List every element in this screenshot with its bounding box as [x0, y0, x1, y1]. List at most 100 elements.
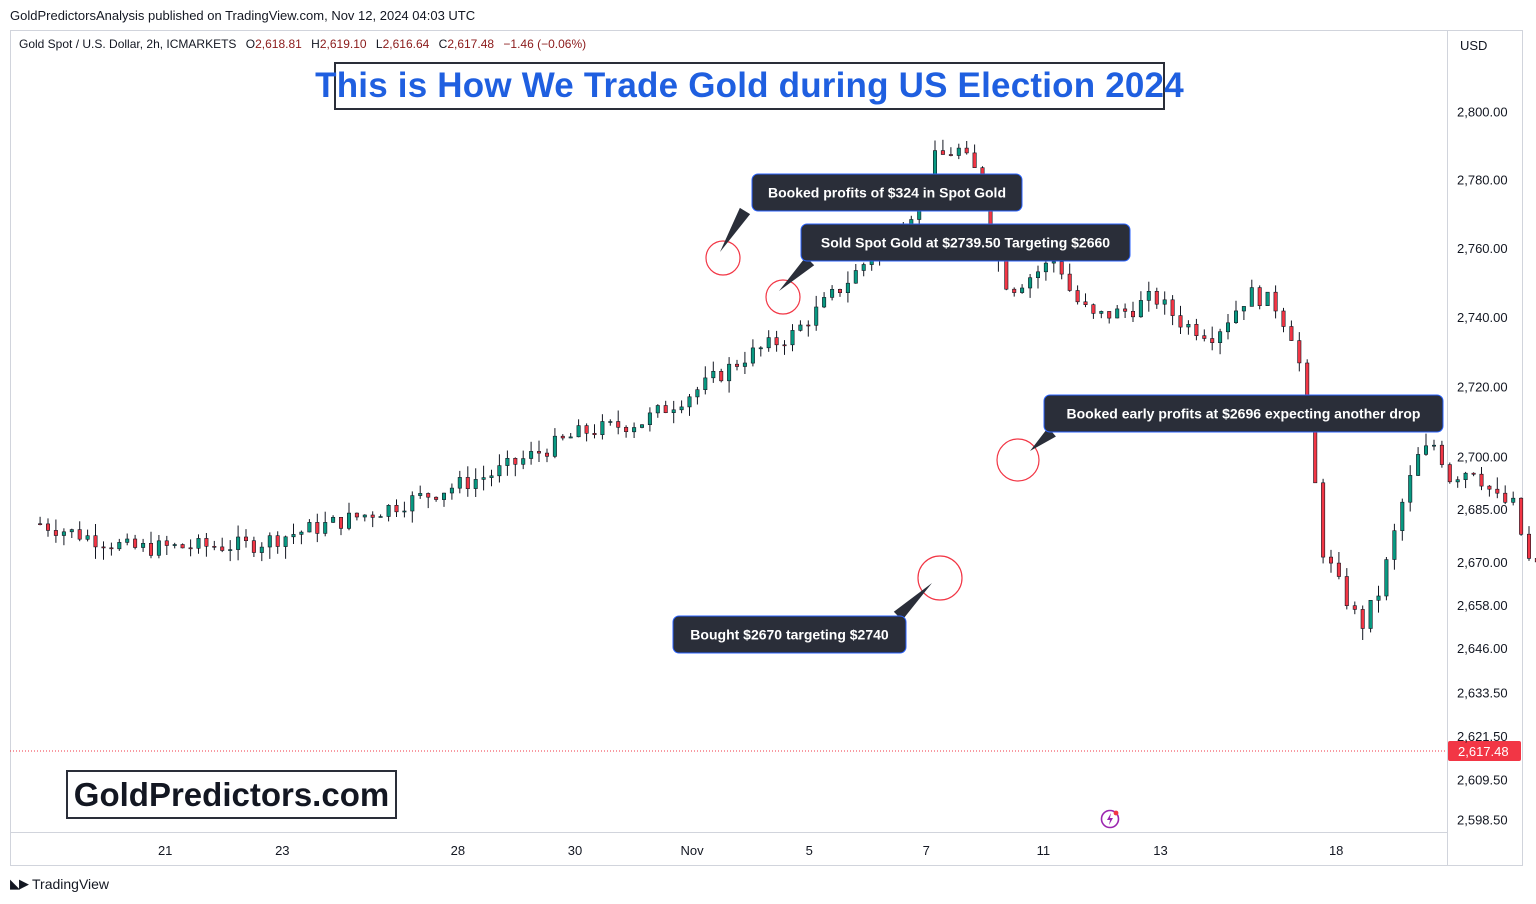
candle-body: [1012, 288, 1017, 293]
candle-body: [354, 512, 359, 518]
candle-body: [1408, 475, 1413, 503]
time-tick-label: 11: [1037, 843, 1051, 858]
candle-body: [497, 465, 502, 477]
candle-body: [560, 435, 565, 439]
candle-body: [584, 425, 589, 434]
candle-body: [1059, 261, 1064, 275]
candle-body: [117, 542, 122, 550]
candle-body: [141, 542, 146, 548]
candle-body: [362, 514, 367, 518]
candle-body: [719, 370, 724, 382]
candle-body: [61, 531, 66, 536]
candle-body: [331, 516, 336, 523]
candle-body: [315, 522, 320, 534]
price-axis[interactable]: [1447, 30, 1523, 866]
candle-body: [1226, 322, 1231, 333]
title-box: This is How We Trade Gold during US Elec…: [315, 62, 1184, 110]
candle-body: [180, 544, 185, 549]
low-label: L: [375, 37, 383, 51]
candle-body: [1249, 287, 1254, 307]
candle-body: [964, 147, 969, 154]
candle-body: [576, 425, 581, 438]
candle-body: [465, 477, 470, 489]
candle-body: [1360, 609, 1365, 629]
footer[interactable]: ◣▶ TradingView: [10, 876, 109, 892]
candle-body: [204, 538, 209, 547]
candle-body: [1154, 290, 1159, 305]
candle-body: [552, 435, 557, 457]
annotation-pointer: [893, 583, 932, 621]
candle-body: [1020, 287, 1025, 293]
candle-body: [1392, 530, 1397, 560]
annotation-box: [800, 223, 1131, 262]
candle-body: [663, 405, 668, 413]
price-tick-label: 2,760.00: [1457, 241, 1508, 256]
price-tick-label: 2,658.00: [1457, 598, 1508, 613]
candle-body: [766, 337, 771, 349]
candle-body: [1257, 287, 1262, 307]
candle-body: [1432, 444, 1437, 447]
candle-body: [1210, 338, 1215, 343]
candle-body: [338, 516, 343, 529]
time-tick-label: 21: [158, 843, 172, 858]
candle-body: [671, 409, 676, 413]
candle-body: [434, 496, 439, 500]
candle-body: [727, 363, 732, 382]
annotations-layer: Booked profits of $324 in Spot Gold Sold …: [672, 173, 1444, 654]
candle-body: [505, 457, 510, 466]
candle-body: [734, 363, 739, 367]
candle-body: [1075, 290, 1080, 303]
candle-body: [1336, 562, 1341, 577]
chart-frame: [10, 30, 1523, 866]
time-ticks-layer: 21 23 28 30 Nov 5 7 11 13 18: [158, 843, 1343, 858]
candle-body: [228, 549, 233, 551]
annotation-callout: Bought $2670 targeting $2740: [672, 555, 963, 654]
candle-body: [774, 337, 779, 346]
candle-body: [544, 452, 549, 457]
currency-label[interactable]: USD: [1460, 38, 1488, 53]
candle-body: [220, 546, 225, 551]
lightning-icon[interactable]: [1100, 809, 1120, 829]
close-value: 2,617.48: [447, 37, 495, 51]
candle-body: [164, 540, 169, 546]
candle-body: [172, 544, 177, 546]
candle-body: [1265, 291, 1270, 307]
candle-body: [1218, 331, 1223, 344]
candle-body: [307, 522, 312, 533]
candle-body: [837, 288, 842, 293]
time-tick-label: 13: [1153, 843, 1167, 858]
open-label: O: [245, 37, 256, 51]
time-tick-label: 5: [806, 843, 813, 858]
price-tick-label: 2,800.00: [1457, 105, 1508, 120]
current-price-label: 2,617.48: [1458, 744, 1509, 759]
publisher-line: GoldPredictorsAnalysis published on Trad…: [10, 8, 476, 23]
annotation-pointer: [779, 256, 815, 291]
candle-body: [639, 424, 644, 428]
candle-body: [93, 535, 98, 548]
candle-body: [1289, 326, 1294, 341]
candle-body: [426, 493, 431, 498]
candle-body: [489, 475, 494, 478]
annotation-circle: [705, 240, 741, 276]
candle-body: [1455, 479, 1460, 483]
price-tick-label: 2,609.50: [1457, 773, 1508, 788]
candle-body: [1273, 291, 1278, 312]
candle-body: [655, 405, 660, 414]
candle-body: [38, 523, 43, 526]
candle-body: [1131, 310, 1136, 318]
time-tick-label: 23: [275, 843, 289, 858]
footer-brand: TradingView: [32, 876, 110, 892]
candle-body: [632, 427, 637, 433]
symbol-legend[interactable]: Gold Spot / U.S. Dollar, 2h, ICMARKETS O…: [19, 37, 586, 51]
candle-body: [1384, 559, 1389, 597]
candle-body: [196, 538, 201, 549]
annotation-box: [1043, 394, 1444, 433]
candle-body: [378, 516, 383, 518]
candle-body: [568, 436, 573, 439]
candle-body: [782, 344, 787, 347]
candle-body: [1178, 315, 1183, 328]
candle-body: [1138, 300, 1143, 318]
candle-body: [948, 154, 953, 156]
candle-body: [956, 147, 961, 156]
